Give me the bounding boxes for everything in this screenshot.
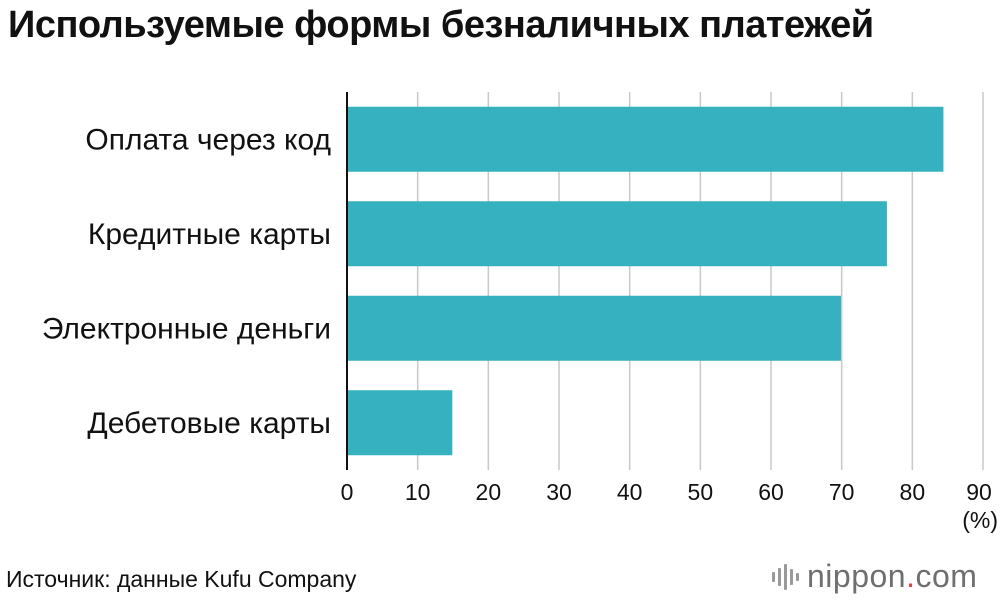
x-tick-label: 40 xyxy=(617,479,643,505)
category-label: Дебетовые карты xyxy=(87,407,331,440)
bar xyxy=(348,201,887,267)
brand-main: nippon xyxy=(807,558,907,594)
x-tick-label: 80 xyxy=(900,479,926,505)
chart-title: Используемые формы безналичных платежей xyxy=(8,4,874,46)
category-label: Электронные деньги xyxy=(42,312,331,345)
category-label: Кредитные карты xyxy=(88,218,331,251)
category-labels: Оплата через код Кредитные карты Электронн… xyxy=(42,123,331,440)
x-axis-unit-label: (%) xyxy=(962,507,998,533)
x-tick-label: 90 xyxy=(966,479,992,505)
x-tick-label: 60 xyxy=(758,479,784,505)
x-tick-label: 30 xyxy=(546,479,572,505)
x-tick-label: 10 xyxy=(405,479,431,505)
nippon-logo: nippon.com xyxy=(772,558,977,595)
bars xyxy=(348,106,944,456)
brand-dot: . xyxy=(906,558,916,594)
brand-tld: com xyxy=(915,558,978,594)
x-tick-labels: 0 10 20 30 40 50 60 70 80 90 xyxy=(341,479,992,505)
x-tick-label: 0 xyxy=(341,479,354,505)
x-tick-label: 70 xyxy=(829,479,855,505)
bar xyxy=(348,390,453,456)
bar xyxy=(348,295,841,361)
category-label: Оплата через код xyxy=(85,123,331,156)
source-note: Источник: данные Kufu Company xyxy=(6,566,357,592)
x-tick-label: 50 xyxy=(688,479,714,505)
nippon-wordmark: nippon.com xyxy=(807,558,977,595)
nippon-logo-icon xyxy=(772,562,799,592)
bar xyxy=(348,106,944,172)
x-tick-label: 20 xyxy=(476,479,502,505)
